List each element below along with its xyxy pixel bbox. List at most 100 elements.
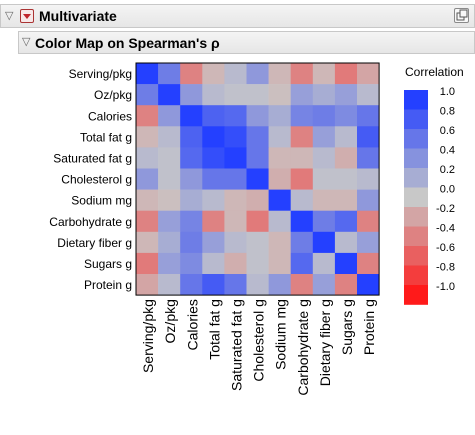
heatmap-cell[interactable]	[224, 252, 247, 275]
heatmap-cell[interactable]	[180, 105, 203, 127]
heatmap-cell[interactable]	[202, 105, 225, 127]
heatmap-cell[interactable]	[334, 105, 358, 127]
heatmap-cell[interactable]	[357, 105, 380, 127]
heatmap-cell[interactable]	[246, 147, 269, 169]
heatmap-cell[interactable]	[290, 147, 314, 169]
heatmap-cell[interactable]	[334, 210, 358, 233]
heatmap-cell[interactable]	[312, 126, 336, 148]
heatmap-cell[interactable]	[357, 231, 380, 254]
heatmap-cell[interactable]	[224, 274, 247, 296]
heatmap-cell[interactable]	[202, 126, 225, 148]
heatmap-cell[interactable]	[158, 105, 181, 127]
heatmap-cell[interactable]	[334, 231, 358, 254]
heatmap-cell[interactable]	[334, 126, 358, 148]
disclosure-triangle-icon[interactable]: ▽	[22, 36, 31, 48]
heatmap-cell[interactable]	[334, 63, 358, 85]
heatmap-cell[interactable]	[136, 189, 159, 211]
heatmap-cell[interactable]	[290, 231, 314, 254]
heatmap-cell[interactable]	[290, 274, 314, 296]
heatmap-cell[interactable]	[180, 252, 203, 275]
heatmap-cell[interactable]	[312, 147, 336, 169]
heatmap-cell[interactable]	[224, 84, 247, 106]
heatmap-cell[interactable]	[312, 252, 336, 275]
window-options-icon[interactable]	[454, 8, 469, 23]
heatmap-cell[interactable]	[180, 168, 203, 190]
heatmap-cell[interactable]	[246, 63, 269, 85]
heatmap-cell[interactable]	[357, 252, 380, 275]
heatmap-cell[interactable]	[268, 210, 291, 233]
heatmap-cell[interactable]	[312, 105, 336, 127]
heatmap-cell[interactable]	[136, 252, 159, 275]
outline-header-color-map[interactable]: ▽ Color Map on Spearman's ρ	[18, 31, 475, 54]
heatmap-cell[interactable]	[312, 210, 336, 233]
heatmap-cell[interactable]	[334, 252, 358, 275]
heatmap-cell[interactable]	[268, 147, 291, 169]
heatmap-cell[interactable]	[202, 274, 225, 296]
heatmap-cell[interactable]	[158, 274, 181, 296]
heatmap-cell[interactable]	[136, 231, 159, 254]
heatmap-cell[interactable]	[158, 84, 181, 106]
heatmap-cell[interactable]	[246, 252, 269, 275]
heatmap-cell[interactable]	[202, 210, 225, 233]
heatmap-cell[interactable]	[202, 147, 225, 169]
heatmap-cell[interactable]	[224, 105, 247, 127]
heatmap-cell[interactable]	[357, 84, 380, 106]
heatmap-cell[interactable]	[290, 105, 314, 127]
heatmap-cell[interactable]	[158, 189, 181, 211]
heatmap-cell[interactable]	[136, 147, 159, 169]
heatmap-cell[interactable]	[312, 189, 336, 211]
heatmap-cell[interactable]	[136, 168, 159, 190]
heatmap-cell[interactable]	[246, 168, 269, 190]
heatmap-cell[interactable]	[290, 84, 314, 106]
disclosure-triangle-icon[interactable]: ▽	[5, 10, 14, 22]
heatmap-cell[interactable]	[224, 210, 247, 233]
heatmap-cell[interactable]	[334, 189, 358, 211]
heatmap-cell[interactable]	[357, 210, 380, 233]
heatmap-cell[interactable]	[290, 189, 314, 211]
heatmap-cell[interactable]	[224, 189, 247, 211]
heatmap-cell[interactable]	[312, 84, 336, 106]
heatmap-cell[interactable]	[202, 84, 225, 106]
heatmap-cell[interactable]	[224, 168, 247, 190]
heatmap-cell[interactable]	[202, 231, 225, 254]
heatmap-cell[interactable]	[268, 126, 291, 148]
heatmap-cell[interactable]	[357, 63, 380, 85]
heatmap-cell[interactable]	[136, 84, 159, 106]
heatmap-cell[interactable]	[158, 168, 181, 190]
heatmap-cell[interactable]	[136, 210, 159, 233]
heatmap-cell[interactable]	[158, 210, 181, 233]
heatmap-cell[interactable]	[202, 252, 225, 275]
heatmap-cell[interactable]	[312, 168, 336, 190]
heatmap-cell[interactable]	[268, 189, 291, 211]
heatmap-cell[interactable]	[312, 63, 336, 85]
heatmap-cell[interactable]	[246, 231, 269, 254]
heatmap-cell[interactable]	[180, 147, 203, 169]
heatmap-cell[interactable]	[357, 168, 380, 190]
heatmap-cell[interactable]	[158, 63, 181, 85]
heatmap-cell[interactable]	[290, 210, 314, 233]
heatmap-cell[interactable]	[246, 126, 269, 148]
heatmap-cell[interactable]	[334, 168, 358, 190]
heatmap-cell[interactable]	[180, 126, 203, 148]
heatmap-cell[interactable]	[202, 189, 225, 211]
heatmap-cell[interactable]	[246, 274, 269, 296]
heatmap-cell[interactable]	[158, 147, 181, 169]
heatmap-cell[interactable]	[290, 126, 314, 148]
heatmap-cell[interactable]	[357, 147, 380, 169]
heatmap-cell[interactable]	[180, 231, 203, 254]
heatmap-cell[interactable]	[268, 63, 291, 85]
heatmap-cell[interactable]	[312, 231, 336, 254]
heatmap-cell[interactable]	[290, 168, 314, 190]
heatmap-cell[interactable]	[158, 252, 181, 275]
heatmap-cell[interactable]	[268, 274, 291, 296]
heatmap-cell[interactable]	[202, 63, 225, 85]
heatmap-cell[interactable]	[158, 126, 181, 148]
red-triangle-menu-icon[interactable]	[20, 9, 34, 23]
heatmap-cell[interactable]	[202, 168, 225, 190]
heatmap-cell[interactable]	[180, 84, 203, 106]
heatmap-cell[interactable]	[268, 84, 291, 106]
heatmap-cell[interactable]	[334, 274, 358, 296]
heatmap-cell[interactable]	[224, 126, 247, 148]
heatmap-cell[interactable]	[268, 105, 291, 127]
heatmap-cell[interactable]	[334, 147, 358, 169]
